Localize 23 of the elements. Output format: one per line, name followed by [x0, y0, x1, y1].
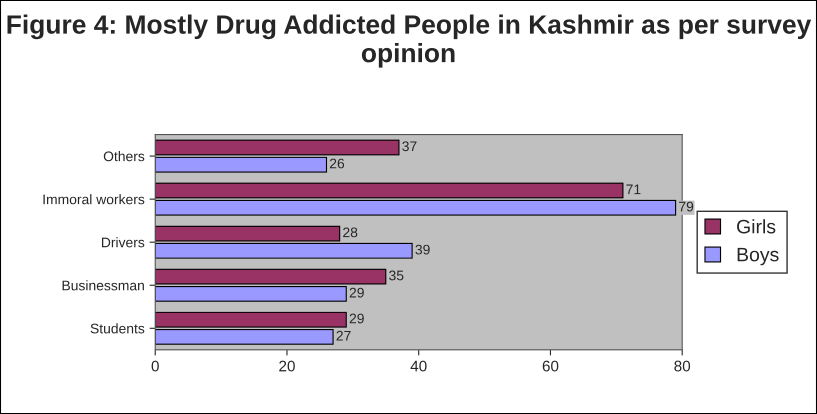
x-tick-label: 80 [674, 360, 690, 372]
data-label: 27 [336, 330, 351, 341]
chart-title: Figure 4: Mostly Drug Addicted People in Kashmir as per survey opinion [8, 14, 812, 68]
y-tick-label: Businessman [62, 280, 144, 290]
y-tick-label: Others [104, 151, 144, 162]
legend-label: Girls [737, 219, 776, 234]
x-tick-label: 40 [410, 360, 427, 372]
data-label: 71 [626, 184, 640, 194]
data-label: 29 [350, 314, 364, 324]
x-tick-label: 0 [152, 360, 159, 372]
y-tick-label: Drivers [102, 237, 144, 248]
x-tick-label: 60 [542, 360, 558, 372]
data-label: 35 [389, 270, 404, 280]
data-label: 28 [343, 227, 358, 238]
legend-label: Boys [738, 248, 779, 266]
y-tick-label: Immoral workers [43, 194, 144, 204]
y-tick-label: Students [90, 323, 144, 334]
data-label: 39 [415, 244, 430, 255]
x-tick-label: 20 [279, 360, 295, 372]
data-label: 37 [402, 141, 416, 152]
data-label: 29 [350, 288, 364, 298]
data-label: 79 [679, 202, 694, 212]
data-label: 26 [330, 158, 344, 168]
